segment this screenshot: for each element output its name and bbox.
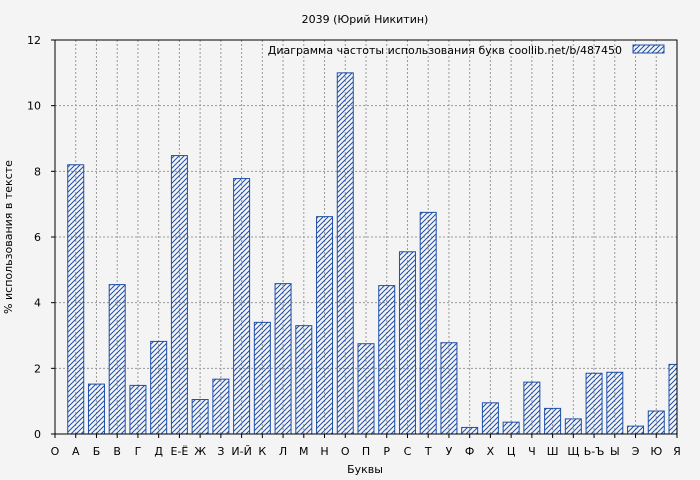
bars <box>67 72 678 435</box>
bar <box>378 285 396 435</box>
bar <box>647 410 665 435</box>
bar <box>191 399 209 435</box>
x-tick-label: С <box>404 445 412 458</box>
x-tick-label: Ы <box>610 445 620 458</box>
x-tick-label: З <box>217 445 224 458</box>
bar <box>419 211 437 435</box>
x-tick-label: Д <box>154 445 163 458</box>
legend-swatch <box>632 44 665 54</box>
x-axis-label: Буквы <box>347 463 383 476</box>
bar <box>502 421 520 435</box>
bar <box>150 340 168 435</box>
x-tick-label: Х <box>487 445 495 458</box>
bar <box>87 383 105 435</box>
bar <box>316 216 334 435</box>
x-tick-label: П <box>362 445 370 458</box>
x-tick-label: Л <box>279 445 287 458</box>
x-tick-label: Ь-Ъ <box>584 445 605 458</box>
x-tick-label: Ж <box>194 445 206 458</box>
y-axis-ticks: 0 2 4 6 8 10 12 <box>27 34 55 441</box>
y-tick-label: 10 <box>27 100 41 113</box>
chart-title: 2039 (Юрий Никитин) <box>302 13 429 26</box>
x-tick-label: Ч <box>528 445 536 458</box>
bar <box>564 418 582 435</box>
bar <box>440 342 458 435</box>
legend: Диаграмма частоты использования букв coo… <box>268 44 665 57</box>
bar <box>108 284 126 435</box>
x-tick-label: О <box>341 445 350 458</box>
bar <box>357 343 375 435</box>
bar <box>67 164 85 435</box>
bar <box>585 372 603 435</box>
x-tick-label: Ю <box>650 445 662 458</box>
bar <box>212 378 230 435</box>
bar <box>398 251 416 435</box>
legend-label: Диаграмма частоты использования букв coo… <box>268 44 622 57</box>
x-tick-label: Т <box>424 445 432 458</box>
bar <box>668 363 678 435</box>
bar <box>233 178 251 435</box>
x-tick-label: О <box>51 445 60 458</box>
y-tick-label: 12 <box>27 34 41 47</box>
x-tick-label: Ц <box>507 445 516 458</box>
x-tick-label: Э <box>632 445 640 458</box>
x-tick-label: И-Й <box>231 445 251 458</box>
bar <box>170 155 188 435</box>
bar <box>627 425 645 435</box>
bar <box>274 283 292 435</box>
x-tick-label: Щ <box>567 445 579 458</box>
bar <box>544 407 562 435</box>
bar <box>461 426 479 435</box>
x-tick-label: В <box>113 445 121 458</box>
y-tick-label: 8 <box>34 165 41 178</box>
y-tick-label: 4 <box>34 297 41 310</box>
bar <box>606 371 624 435</box>
bar <box>523 381 541 435</box>
x-axis-ticks: О А Б В Г Д Е-Ё Ж З И-Й К Л М Н О П Р С Т У Ф Х Ц Ч Ш Щ Ь-Ъ Ы Э Ю Я <box>51 434 681 458</box>
x-tick-label: М <box>299 445 309 458</box>
bar <box>295 325 313 435</box>
x-tick-label: Б <box>93 445 101 458</box>
bar <box>129 384 147 435</box>
x-tick-label: К <box>258 445 266 458</box>
x-tick-label: Р <box>383 445 390 458</box>
x-tick-label: Ш <box>547 445 559 458</box>
x-tick-label: Н <box>320 445 328 458</box>
bar <box>336 72 354 435</box>
y-tick-label: 6 <box>34 231 41 244</box>
x-tick-label: Г <box>135 445 142 458</box>
x-tick-label: Е-Ё <box>170 445 188 458</box>
y-tick-label: 0 <box>34 428 41 441</box>
x-tick-label: Я <box>673 445 681 458</box>
y-tick-label: 2 <box>34 362 41 375</box>
y-axis-label: % использования в тексте <box>2 160 15 314</box>
x-tick-label: У <box>446 445 453 458</box>
x-tick-label: А <box>72 445 80 458</box>
x-tick-label: Ф <box>465 445 474 458</box>
bar <box>481 402 499 435</box>
bar <box>253 321 271 435</box>
